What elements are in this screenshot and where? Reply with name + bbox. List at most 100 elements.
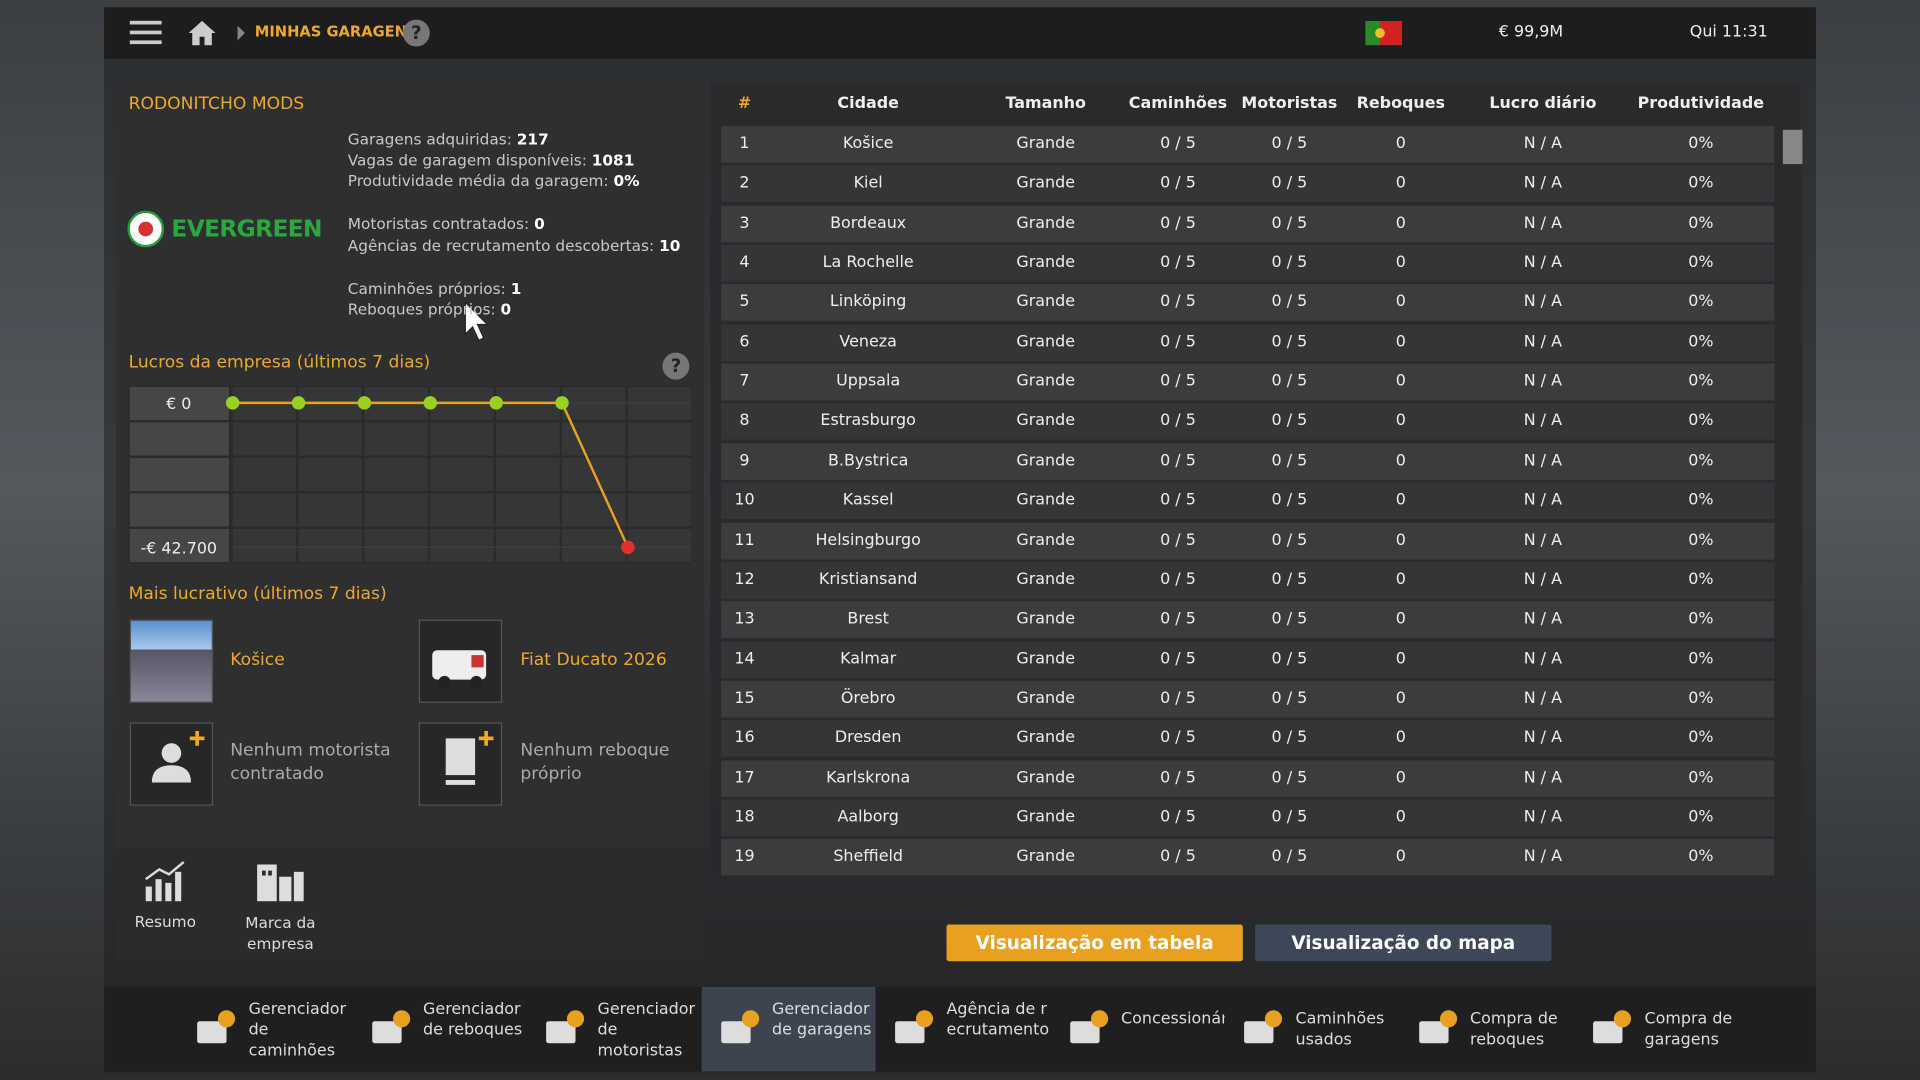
- chart-help[interactable]: ?: [661, 351, 690, 380]
- table-cell: Grande: [1016, 134, 1076, 154]
- stat-label: Vagas de garagem disponíveis:: [347, 150, 587, 169]
- nav-label: Concessionárias: [1121, 1010, 1251, 1029]
- table-row[interactable]: 10 Kassel Grande 0 / 5 0 / 5 0 N / A 0%: [721, 482, 1775, 520]
- breadcrumb: MINHAS GARAGENS: [254, 23, 418, 41]
- table-cell: 0%: [1688, 649, 1714, 669]
- stat-line: Agências de recrutamento descobertas: 10: [348, 236, 681, 254]
- grid-cell: [364, 493, 428, 527]
- scrollbar[interactable]: [1782, 129, 1803, 875]
- nav-item[interactable]: Gerenciador de caminhões: [177, 986, 352, 1072]
- table-cell: Grande: [1016, 174, 1076, 193]
- nav-item[interactable]: Compra de garagens: [1573, 986, 1748, 1072]
- money: € 99,9M: [1498, 23, 1564, 42]
- nav-label: Gerenciador de reboques: [423, 1000, 523, 1040]
- stat-value: 0%: [613, 171, 640, 190]
- menu-button[interactable]: [129, 18, 163, 47]
- table-cell: 0 / 5: [1271, 293, 1308, 312]
- table-view-button[interactable]: Visualização em tabela: [946, 924, 1243, 962]
- table-cell: Kassel: [842, 491, 894, 510]
- table-row[interactable]: 4 La Rochelle Grande 0 / 5 0 / 5 0 N / A 0%: [721, 244, 1775, 282]
- y-tick-label: € 0: [166, 394, 191, 413]
- grid-cell: [298, 528, 362, 563]
- table-cell: 0 / 5: [1160, 689, 1196, 708]
- table-cell: 0%: [1688, 847, 1714, 867]
- grid-cell: [496, 528, 560, 563]
- table-cell: 0 / 5: [1271, 134, 1308, 154]
- table-cell: 0: [1395, 610, 1406, 629]
- table-cell: 0: [1395, 372, 1406, 391]
- table-row[interactable]: 18 Aalborg Grande 0 / 5 0 / 5 0 N / A 0%: [721, 799, 1775, 837]
- table-row[interactable]: 6 Veneza Grande 0 / 5 0 / 5 0 N / A 0%: [721, 324, 1775, 361]
- table-row[interactable]: 7 Uppsala Grande 0 / 5 0 / 5 0 N / A 0%: [721, 363, 1775, 401]
- nav-item[interactable]: Concessionárias: [1050, 986, 1251, 1072]
- stat-value: 0: [500, 300, 512, 319]
- table-row[interactable]: 12 Kristiansand Grande 0 / 5 0 / 5 0 N / A 0%: [721, 561, 1775, 599]
- clock: Qui 11:31: [1689, 23, 1768, 42]
- table-cell: Grande: [1016, 411, 1076, 431]
- table-cell: 0 / 5: [1160, 570, 1196, 589]
- table-cell: 0: [1395, 491, 1406, 510]
- table-cell: Grande: [1016, 808, 1076, 827]
- table-cell: 0 / 5: [1271, 372, 1308, 391]
- grid-cell: [562, 422, 626, 456]
- stat-label: Caminhões próprios:: [347, 279, 506, 298]
- table-cell: 0%: [1688, 570, 1714, 589]
- table-row[interactable]: 15 Örebro Grande 0 / 5 0 / 5 0 N / A 0%: [721, 680, 1775, 718]
- nav-item[interactable]: Compra de reboques: [1398, 986, 1573, 1072]
- tab-label[interactable]: Marca da empresa: [245, 913, 316, 953]
- column-header: Motoristas: [1241, 94, 1338, 113]
- table-row[interactable]: 14 Kalmar Grande 0 / 5 0 / 5 0 N / A 0%: [721, 641, 1775, 678]
- column-header: Lucro diário: [1489, 94, 1597, 113]
- table-cell: La Rochelle: [822, 253, 914, 272]
- table-cell: 0%: [1688, 411, 1714, 431]
- data-point: [357, 396, 372, 410]
- nav-icon: [1065, 1007, 1109, 1051]
- trailer-icon[interactable]: [418, 722, 503, 806]
- table-cell: 0 / 5: [1160, 213, 1196, 233]
- table-row[interactable]: 9 B.Bystrica Grande 0 / 5 0 / 5 0 N / A 0%: [721, 443, 1775, 480]
- stat-value: 10: [659, 236, 681, 255]
- nav-label: Gerenciador de caminhões: [248, 1000, 347, 1061]
- table-cell: N / A: [1523, 649, 1562, 669]
- tab-label[interactable]: Resumo: [134, 912, 196, 931]
- grid-cell: [364, 457, 428, 492]
- table-cell: 0: [1395, 847, 1406, 867]
- table-row[interactable]: 8 Estrasburgo Grande 0 / 5 0 / 5 0 N / A 0%: [721, 403, 1775, 441]
- table-cell: 0 / 5: [1271, 451, 1308, 470]
- grid-cell: [627, 528, 692, 563]
- summary-icon[interactable]: [142, 860, 189, 904]
- table-cell: 0 / 5: [1271, 213, 1308, 233]
- nav-item[interactable]: Gerenciador de motoristas: [526, 986, 701, 1072]
- table-row[interactable]: 2 Kiel Grande 0 / 5 0 / 5 0 N / A 0%: [721, 165, 1775, 203]
- table-cell: 0: [1395, 808, 1406, 827]
- table-cell: Grande: [1016, 491, 1076, 510]
- table-cell: Grande: [1016, 768, 1076, 787]
- table-row[interactable]: 11 Helsingburgo Grande 0 / 5 0 / 5 0 N / A 0%: [721, 522, 1775, 559]
- table-cell: Kiel: [853, 174, 883, 193]
- table-cell: 0 / 5: [1160, 411, 1196, 431]
- table-cell: 0%: [1688, 134, 1714, 154]
- brand-icon[interactable]: [255, 860, 306, 904]
- driver-icon[interactable]: [129, 722, 214, 806]
- table-row[interactable]: 13 Brest Grande 0 / 5 0 / 5 0 N / A 0%: [721, 601, 1775, 639]
- scroll-thumb[interactable]: [1782, 129, 1803, 165]
- nav-item[interactable]: Caminhões usados: [1224, 986, 1399, 1072]
- stat-line: Vagas de garagem disponíveis: 1081: [348, 151, 635, 169]
- table-row[interactable]: 1 Košice Grande 0 / 5 0 / 5 0 N / A 0%: [721, 126, 1775, 163]
- table-cell: 0 / 5: [1160, 451, 1196, 470]
- stat-line: Garagens adquiridas: 217: [348, 130, 549, 148]
- table-row[interactable]: 5 Linköping Grande 0 / 5 0 / 5 0 N / A 0%: [721, 284, 1775, 322]
- grid-cell: [627, 457, 692, 492]
- table-cell: Grande: [1016, 213, 1076, 233]
- table-row[interactable]: 16 Dresden Grande 0 / 5 0 / 5 0 N / A 0%: [721, 720, 1775, 758]
- nav-item[interactable]: Gerenciador de reboques: [352, 986, 526, 1072]
- nav-item[interactable]: Agência de recrutamento: [875, 986, 1050, 1072]
- help-button[interactable]: ?: [402, 18, 431, 47]
- table-row[interactable]: 3 Bordeaux Grande 0 / 5 0 / 5 0 N / A 0%: [721, 205, 1775, 243]
- map-view-button[interactable]: Visualização do mapa: [1255, 924, 1552, 962]
- table-row[interactable]: 19 Sheffield Grande 0 / 5 0 / 5 0 N / A 0%: [721, 839, 1775, 876]
- table-row[interactable]: 17 Karlskrona Grande 0 / 5 0 / 5 0 N / A 0%: [721, 759, 1775, 797]
- table-cell: Aalborg: [837, 808, 899, 827]
- nav-item[interactable]: Gerenciador de garagens: [701, 986, 875, 1072]
- home-button[interactable]: [187, 20, 216, 47]
